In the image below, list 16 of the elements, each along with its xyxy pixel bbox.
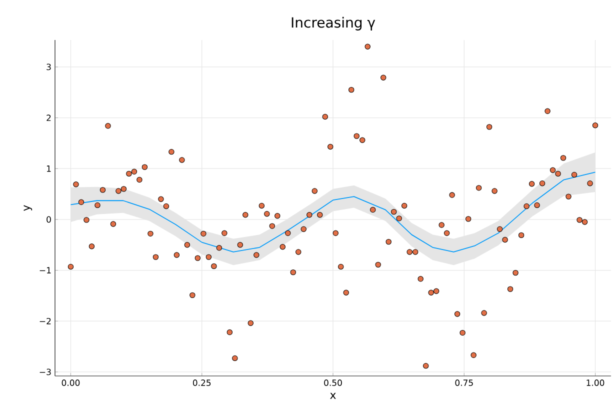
y-tick-label: −2 — [40, 318, 51, 324]
y-tick-label: 1 — [47, 166, 51, 172]
x-tick-label: 0.25 — [192, 380, 211, 386]
chart-title: Increasing γ — [292, 16, 376, 30]
y-tick-label: −1 — [40, 267, 51, 274]
y-axis-title: y — [24, 205, 32, 211]
y-tick-label: 3 — [46, 64, 51, 70]
x-tick-label: 0.75 — [455, 380, 473, 386]
x-tick-label: 1.00 — [586, 380, 604, 386]
x-tick-label: 0.50 — [324, 380, 342, 386]
y-tick-label: 2 — [46, 114, 51, 121]
y-tick-label: −3 — [40, 368, 51, 376]
x-tick-label: 0.00 — [62, 380, 80, 386]
line-series — [70, 172, 596, 252]
x-axis-title: x — [330, 392, 336, 399]
y-tick-label: 0 — [46, 216, 51, 223]
